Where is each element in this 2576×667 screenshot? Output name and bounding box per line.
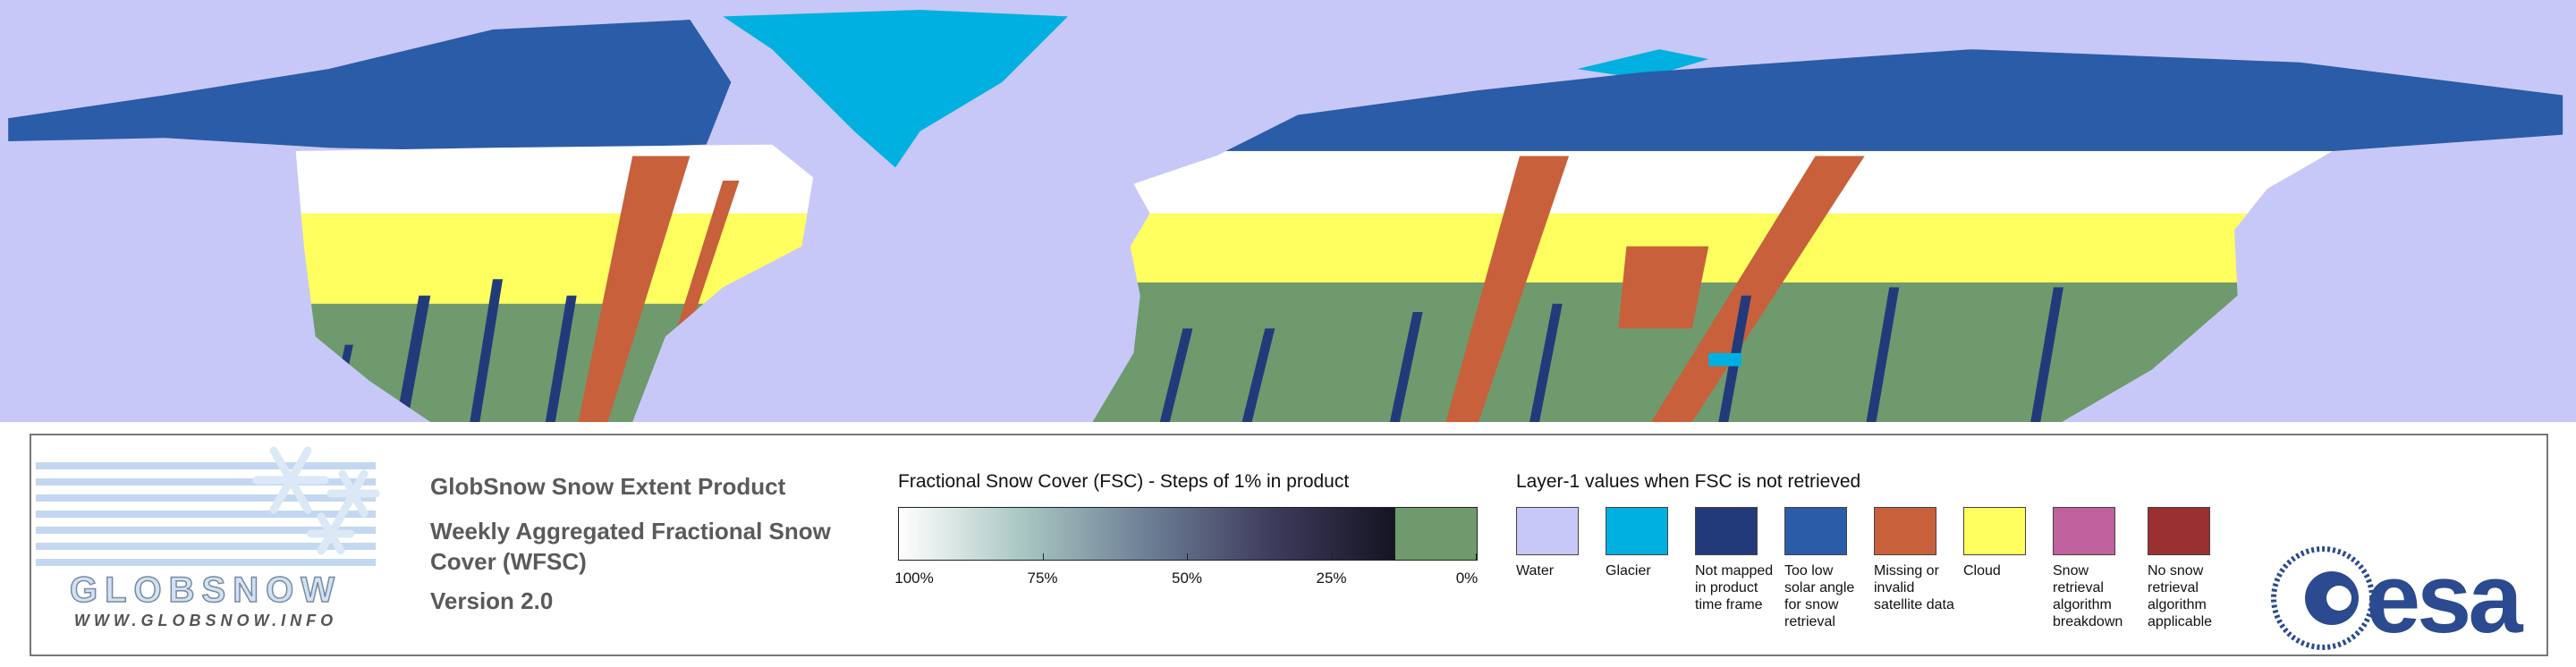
logo-url: WWW.GLOBSNOW.INFO bbox=[74, 612, 337, 629]
product-subtitle: Weekly Aggregated Fractional Snow Cover … bbox=[430, 518, 831, 575]
legend-swatch bbox=[1606, 507, 1668, 555]
legend-swatch bbox=[1874, 507, 1936, 555]
legend-label: Snow retrieval algorithm breakdown bbox=[2053, 563, 2123, 629]
legend-label: Too low solar angle for snow retrieval bbox=[1784, 563, 1855, 629]
colorbar-tick-label: 75% bbox=[1027, 570, 1058, 587]
legend-label: Missing or invalid satellite data bbox=[1874, 563, 1954, 612]
colorbar: 100% 75% 50% 25% 0% bbox=[894, 507, 1478, 587]
colorbar-tick-label: 100% bbox=[894, 570, 934, 587]
legend-swatch bbox=[1516, 507, 1579, 555]
product-version: Version 2.0 bbox=[430, 587, 554, 614]
colorbar-tick-label: 50% bbox=[1171, 570, 1203, 587]
legend-title: Layer-1 values when FSC is not retrieved bbox=[1516, 471, 1861, 492]
legend-label: Water bbox=[1516, 563, 1555, 578]
legend-label: Glacier bbox=[1606, 563, 1651, 578]
legend-swatch bbox=[1695, 507, 1758, 555]
legend-label: No snow retrieval algorithm applicable bbox=[2148, 563, 2213, 629]
legend-label: Not mapped in product time frame bbox=[1695, 563, 1774, 612]
agency-name: esa bbox=[2366, 544, 2523, 650]
legend-swatch bbox=[1963, 507, 2026, 555]
colorbar-tick bbox=[1042, 553, 1044, 561]
colorbar-tick-label: 25% bbox=[1316, 570, 1347, 587]
colorbar-tick bbox=[1476, 553, 1477, 561]
globsnow-logo: GLOBSNOW WWW.GLOBSNOW.INFO bbox=[36, 446, 380, 629]
colorbar-tick bbox=[898, 553, 899, 561]
colorbar-tick bbox=[1187, 553, 1188, 561]
legend-panel: GLOBSNOW WWW.GLOBSNOW.INFO GlobSnow Snow… bbox=[30, 434, 2548, 656]
logo-name: GLOBSNOW bbox=[70, 570, 342, 610]
legend-swatch bbox=[2053, 507, 2115, 555]
colorbar-tick-label: 0% bbox=[1455, 570, 1479, 587]
legend: Water Glacier Not mapped in product time f… bbox=[1516, 507, 2285, 650]
legend-swatch bbox=[2148, 507, 2210, 555]
legend-label: Cloud bbox=[1963, 563, 2001, 578]
no-snow-block bbox=[1394, 507, 1478, 561]
esa-logo: esa bbox=[2271, 544, 2527, 650]
product-title: GlobSnow Snow Extent Product bbox=[430, 473, 786, 500]
snow-map bbox=[0, 0, 2576, 422]
colorbar-gradient bbox=[898, 507, 1396, 561]
colorbar-title: Fractional Snow Cover (FSC) - Steps of 1… bbox=[898, 471, 1350, 492]
legend-swatch bbox=[1784, 507, 1847, 555]
colorbar-tick bbox=[1331, 553, 1333, 561]
